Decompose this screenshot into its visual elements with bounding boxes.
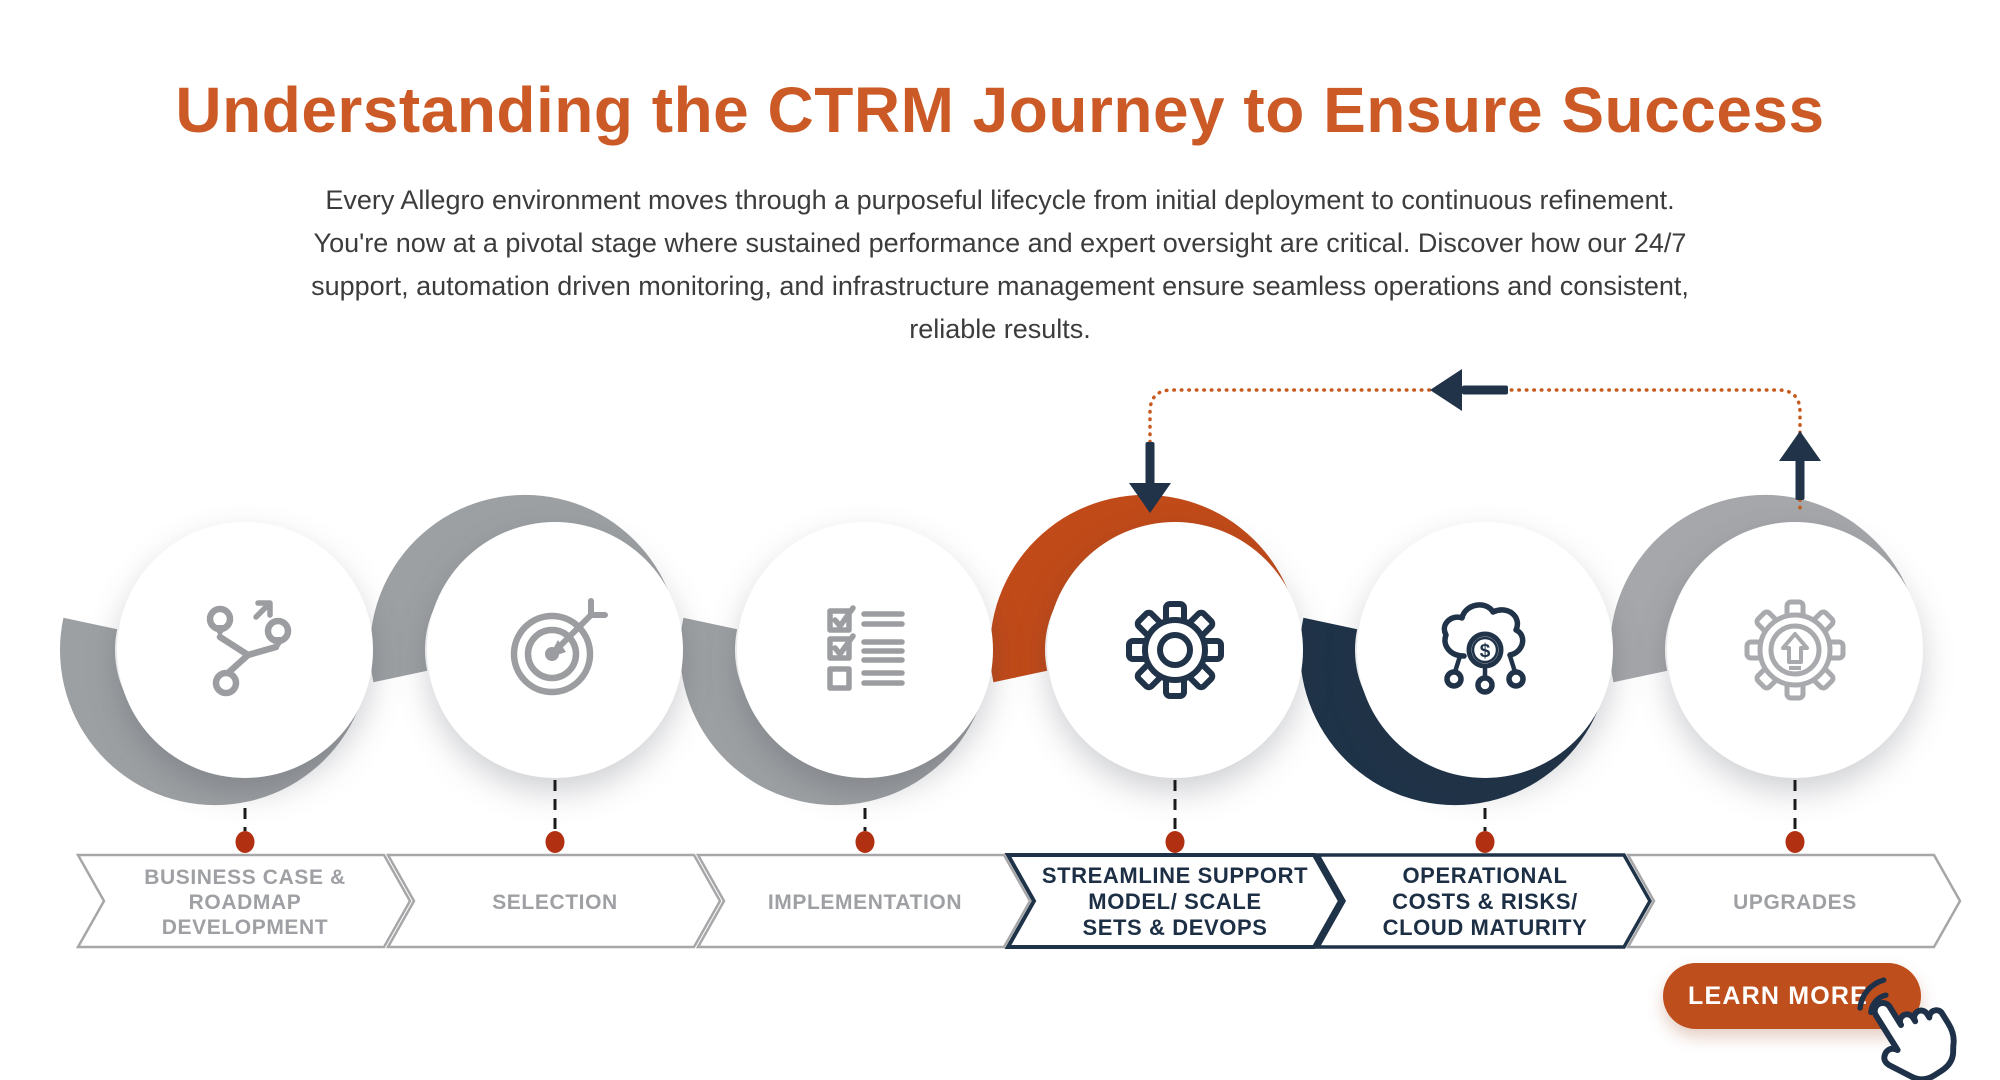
chevron-stage-1 — [75, 853, 412, 949]
chevron-stage-3 — [695, 853, 1032, 949]
page-title: Understanding the CTRM Journey to Ensure… — [175, 73, 1825, 146]
checklist-icon — [827, 605, 905, 691]
stage-label-implementation: IMPLEMENTATION — [767, 890, 963, 914]
learn-more-button[interactable]: LEARN MORE — [1663, 963, 1921, 1029]
cloud-cost-icon: $ — [1441, 602, 1526, 695]
stage-label-upgrades: UPGRADES — [1733, 890, 1857, 914]
chevron-stage-4 — [1004, 853, 1343, 949]
stage-dots — [235, 831, 1805, 853]
chevron-stage-2 — [385, 853, 722, 949]
down-arrow-icon — [1129, 442, 1171, 513]
chevron-band — [75, 853, 1962, 949]
journey-diagram-graphic: $ — [59, 369, 1962, 949]
chevron-stage-5 — [1315, 853, 1653, 949]
dotted-loop-path — [1148, 388, 1802, 510]
up-arrow-icon — [1779, 431, 1821, 500]
left-arrow-icon — [1430, 369, 1508, 411]
stage-stems — [243, 780, 1797, 831]
stage-label-operational: OPERATIONAL COSTS & RISKS/ CLOUD MATURIT… — [1382, 863, 1588, 940]
journey-diagram: $ — [0, 340, 2000, 960]
stage-label-business-case: BUSINESS CASE & ROADMAP DEVELOPMENT — [144, 865, 346, 939]
chevron-stage-6 — [1625, 853, 1962, 949]
dollar-symbol: $ — [1480, 641, 1491, 662]
upgrade-gear-icon — [1744, 599, 1846, 701]
loop-connector — [1129, 369, 1821, 513]
stage-label-selection: SELECTION — [492, 890, 618, 914]
route-map-pins-icon — [206, 600, 292, 697]
gear-icon — [1126, 601, 1224, 699]
page-description: Every Allegro environment moves through … — [311, 185, 1689, 344]
stage-label-streamline: STREAMLINE SUPPORT MODEL/ SCALE SETS & D… — [1041, 863, 1309, 940]
learn-more-label: LEARN MORE — [1687, 981, 1869, 1010]
target-icon — [510, 598, 608, 696]
